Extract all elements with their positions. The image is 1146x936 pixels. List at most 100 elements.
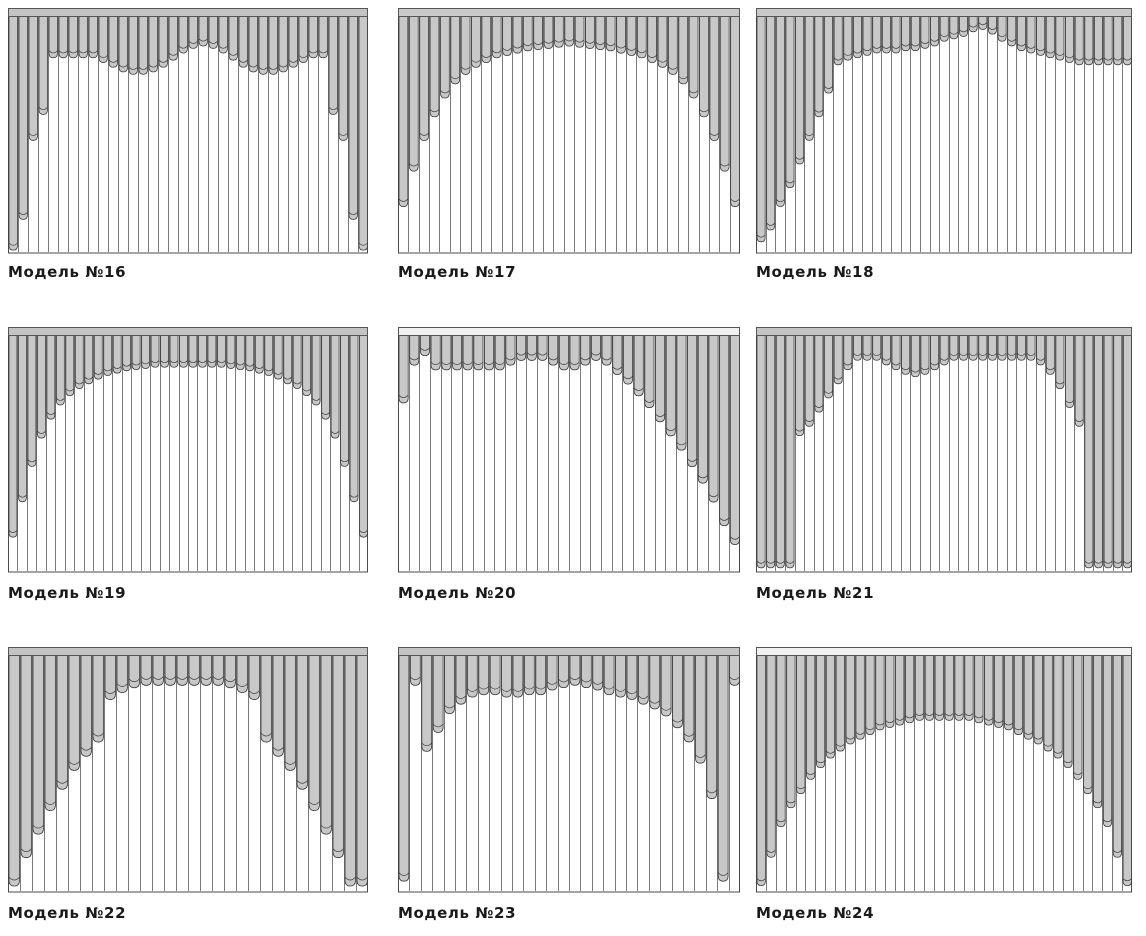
drape-fold: [730, 536, 740, 540]
drape-slat: [284, 654, 296, 771]
drape-fold: [56, 780, 68, 784]
drape-slat: [756, 15, 766, 243]
drape-fold: [978, 353, 988, 356]
drape-slat: [814, 334, 824, 413]
drape-fold: [84, 376, 94, 380]
drape-slat: [843, 15, 853, 61]
drape-slat: [80, 654, 92, 757]
drape-slat: [398, 334, 409, 404]
curtain-drawing: [398, 647, 740, 893]
drape-slat: [546, 654, 558, 691]
drape-slat: [501, 654, 512, 698]
curtain-drawing: [756, 647, 1132, 893]
drape-slat: [1112, 654, 1123, 858]
drape-slat: [548, 334, 559, 366]
drape-slat: [1053, 654, 1063, 759]
model-card-23[interactable]: Модель №23: [398, 647, 740, 932]
drape-fold: [8, 876, 20, 881]
model-card-24[interactable]: Модель №24: [756, 647, 1132, 932]
valance-rail: [398, 647, 740, 656]
drape-fold: [1074, 57, 1084, 61]
model-card-17[interactable]: Модель №17: [398, 8, 740, 298]
drape-fold: [1017, 353, 1026, 356]
drape-slat: [881, 334, 891, 366]
drape-slat: [944, 654, 954, 721]
drape-slat: [806, 654, 816, 780]
drape-fold: [1045, 367, 1055, 371]
drape-fold: [46, 412, 56, 415]
drape-fold: [543, 40, 554, 44]
drape-slat: [46, 334, 56, 420]
drape-slat: [188, 334, 198, 368]
drape-fold: [516, 352, 527, 356]
model-label: Модель №21: [756, 584, 875, 602]
drape-fold: [853, 50, 862, 54]
drape-fold: [647, 54, 657, 58]
drape-slat: [717, 654, 729, 882]
drape-fold: [38, 106, 48, 110]
model-card-22[interactable]: Модель №22: [8, 647, 368, 932]
drape-slat: [994, 654, 1004, 728]
drape-fold: [537, 352, 548, 356]
drape-slat: [168, 15, 178, 61]
drape-fold: [1073, 772, 1083, 775]
drape-slat: [795, 334, 805, 437]
drape-fold: [564, 38, 574, 42]
drape-fold: [340, 459, 349, 463]
drape-fold: [719, 517, 730, 521]
curtain-drawing: [756, 8, 1132, 254]
drape-fold: [920, 41, 930, 44]
drape-slat: [432, 654, 444, 733]
drape-slat: [678, 15, 689, 85]
drape-fold: [944, 713, 954, 716]
drape-fold: [1036, 48, 1045, 52]
model-card-16[interactable]: Модель №16: [8, 8, 368, 298]
drape-fold: [318, 50, 328, 54]
drape-slat: [558, 334, 569, 371]
drape-slat: [872, 15, 882, 54]
drape-fold: [1065, 55, 1074, 59]
drape-slat: [924, 654, 935, 721]
model-card-18[interactable]: Модель №18: [756, 8, 1132, 298]
drape-fold: [833, 57, 843, 61]
drape-fold: [862, 353, 872, 356]
drape-slat: [835, 654, 845, 752]
drape-fold: [481, 54, 492, 58]
drape-slat: [419, 334, 430, 357]
model-card-21[interactable]: Модель №21: [756, 327, 1132, 617]
drape-slat: [358, 15, 368, 251]
drape-slat: [1026, 15, 1036, 54]
drape-slat: [228, 15, 238, 61]
drape-fold: [845, 736, 855, 740]
drape-slat: [8, 654, 20, 887]
drape-slat: [112, 334, 122, 374]
drape-fold: [910, 369, 920, 373]
drape-fold: [1113, 560, 1123, 564]
drape-fold: [603, 686, 615, 690]
drape-fold: [212, 676, 224, 680]
drape-slat: [467, 654, 478, 698]
drape-slat: [978, 334, 988, 361]
drape-slat: [308, 15, 318, 59]
drape-fold: [668, 66, 678, 70]
drape-fold: [804, 133, 814, 137]
drape-slat: [786, 654, 796, 809]
drape-slat: [283, 334, 293, 385]
drape-slat: [148, 15, 158, 73]
drape-slat: [1033, 654, 1043, 745]
drape-fold: [128, 66, 138, 70]
model-card-20[interactable]: Модель №20: [398, 327, 740, 617]
drape-fold: [308, 50, 318, 54]
drape-slat: [88, 15, 98, 59]
drape-fold: [169, 360, 179, 364]
drape-fold: [1026, 45, 1036, 49]
drape-fold: [92, 732, 104, 737]
drape-fold: [554, 39, 564, 43]
drape-fold: [471, 59, 481, 63]
drape-fold: [226, 361, 236, 365]
drape-slat: [920, 15, 930, 49]
drape-slat: [623, 334, 634, 385]
drape-slat: [633, 334, 644, 397]
drape-fold: [795, 156, 804, 160]
model-card-19[interactable]: Модель №19: [8, 327, 368, 617]
